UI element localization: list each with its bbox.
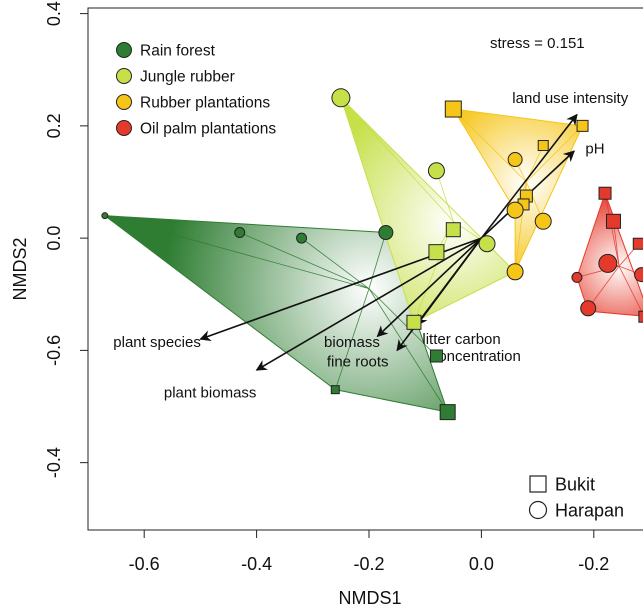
point-square xyxy=(605,213,621,229)
legend-label: Rain forest xyxy=(140,43,216,60)
point-square xyxy=(445,222,461,238)
point-square xyxy=(429,349,443,363)
vector-label: fine roots xyxy=(327,354,389,371)
spider-line xyxy=(526,125,583,183)
vector-label: plant species xyxy=(113,334,201,351)
stress-annotation: stress = 0.151 xyxy=(490,35,585,52)
vector-label: concentration xyxy=(431,348,521,365)
point-square xyxy=(330,385,340,395)
spider-line xyxy=(368,288,449,413)
point-circle xyxy=(598,253,618,273)
legend-label: Rubber plantations xyxy=(140,95,270,112)
point-square xyxy=(638,310,643,323)
point-square xyxy=(598,186,612,200)
x-tick-label: -0.6 xyxy=(129,554,160,574)
y-tick-label: -0.6 xyxy=(44,335,64,366)
legend-label: Jungle rubber xyxy=(140,69,235,86)
point-circle xyxy=(534,212,552,230)
point-circle xyxy=(634,267,643,283)
point-circle xyxy=(506,263,524,281)
point-square xyxy=(428,244,445,261)
legend-swatch xyxy=(116,68,132,84)
site-points xyxy=(101,88,643,421)
point-square xyxy=(444,100,462,118)
vector-label: pH xyxy=(585,140,604,157)
axes: -0.6 -0.4 -0.2 0.0 -0.2 0.4 0.2 0.0 -0.6 -0.4 xyxy=(44,1,609,574)
point-circle xyxy=(506,201,524,219)
vector-label: biomass xyxy=(324,334,380,351)
y-tick-label: 0.4 xyxy=(44,1,64,26)
spider-line xyxy=(368,288,437,357)
point-square xyxy=(632,237,643,250)
point-square xyxy=(406,314,422,330)
group-legend: Rain forest Jungle rubber Rubber plantatio… xyxy=(116,42,276,138)
legend-label: Oil palm plantations xyxy=(140,121,276,138)
spider-line xyxy=(618,266,643,315)
point-circle xyxy=(331,88,351,108)
point-square xyxy=(439,404,456,421)
spider-line xyxy=(239,232,370,290)
site-legend-label: Bukit xyxy=(555,475,595,495)
point-circle xyxy=(478,235,496,253)
x-tick-label: -0.2 xyxy=(353,554,384,574)
spider-line xyxy=(340,97,454,222)
hull-jungle-rubber xyxy=(340,97,516,324)
y-tick-label: 0.0 xyxy=(44,226,64,251)
vector-arrow xyxy=(480,113,578,239)
point-circle xyxy=(378,225,394,241)
point-square xyxy=(537,140,549,152)
y-tick-label: 0.2 xyxy=(44,113,64,138)
x-tick-label: 0.0 xyxy=(469,554,494,574)
spider-line xyxy=(436,170,454,222)
vector-label: litter carbon xyxy=(422,331,500,348)
vector-arrow xyxy=(416,237,483,327)
point-circle xyxy=(580,300,597,317)
vector-label: land use intensity xyxy=(512,90,628,107)
spider-line xyxy=(301,237,370,289)
spider-line xyxy=(104,215,370,290)
spider-line xyxy=(604,193,620,267)
site-legend: Bukit Harapan xyxy=(528,475,624,521)
y-tick-label: -0.4 xyxy=(44,447,64,478)
spider-line xyxy=(334,288,370,390)
legend-swatch xyxy=(116,120,132,136)
point-circle xyxy=(571,271,583,283)
vector-label: plant biomass xyxy=(164,384,257,401)
site-legend-circle xyxy=(528,500,548,520)
point-circle xyxy=(101,212,109,220)
point-circle xyxy=(507,152,523,168)
point-circle xyxy=(234,227,246,239)
vector-arrow xyxy=(376,237,482,338)
spider-line xyxy=(413,221,454,323)
x-tick-label: -0.4 xyxy=(241,554,272,574)
y-axis-title: NMDS2 xyxy=(10,237,30,300)
x-axis-title: NMDS1 xyxy=(338,588,401,608)
legend-swatch xyxy=(116,42,132,58)
point-circle xyxy=(427,162,445,180)
point-circle xyxy=(296,232,308,244)
spider-line xyxy=(453,108,527,183)
site-legend-square xyxy=(529,475,547,493)
environmental-vectors: land use intensity pH plant species plant b… xyxy=(113,90,628,402)
spider-line xyxy=(368,232,387,289)
point-square xyxy=(576,119,589,132)
spider-line xyxy=(587,265,620,309)
legend-swatch xyxy=(116,94,132,110)
x-tick-label: -0.2 xyxy=(578,554,609,574)
site-legend-label: Harapan xyxy=(555,501,624,521)
